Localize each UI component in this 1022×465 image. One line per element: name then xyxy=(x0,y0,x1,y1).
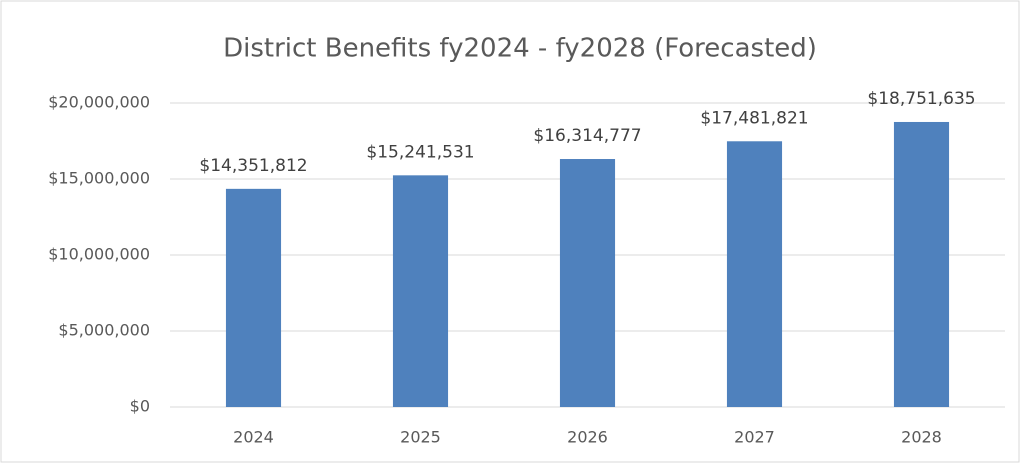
y-tick-label: $20,000,000 xyxy=(48,93,150,112)
bar xyxy=(559,159,616,407)
y-tick-label: $0 xyxy=(130,397,150,416)
x-tick-label: 2024 xyxy=(233,428,274,447)
bar xyxy=(225,188,282,407)
data-label: $15,241,531 xyxy=(366,142,474,162)
data-label: $18,751,635 xyxy=(867,89,975,109)
x-tick-label: 2027 xyxy=(734,428,775,447)
data-label: $17,481,821 xyxy=(700,108,808,128)
chart-title: District Benefits fy2024 - fy2028 (Forec… xyxy=(223,34,817,64)
bar xyxy=(893,121,950,407)
bar xyxy=(726,141,783,408)
x-tick-label: 2026 xyxy=(567,428,608,447)
y-tick-label: $15,000,000 xyxy=(48,169,150,188)
bar xyxy=(392,175,449,407)
x-tick-label: 2025 xyxy=(400,428,441,447)
x-tick-label: 2028 xyxy=(901,428,942,447)
data-label: $14,351,812 xyxy=(199,156,307,176)
y-tick-label: $10,000,000 xyxy=(48,245,150,264)
y-tick-label: $5,000,000 xyxy=(58,321,150,340)
data-label: $16,314,777 xyxy=(533,126,641,146)
